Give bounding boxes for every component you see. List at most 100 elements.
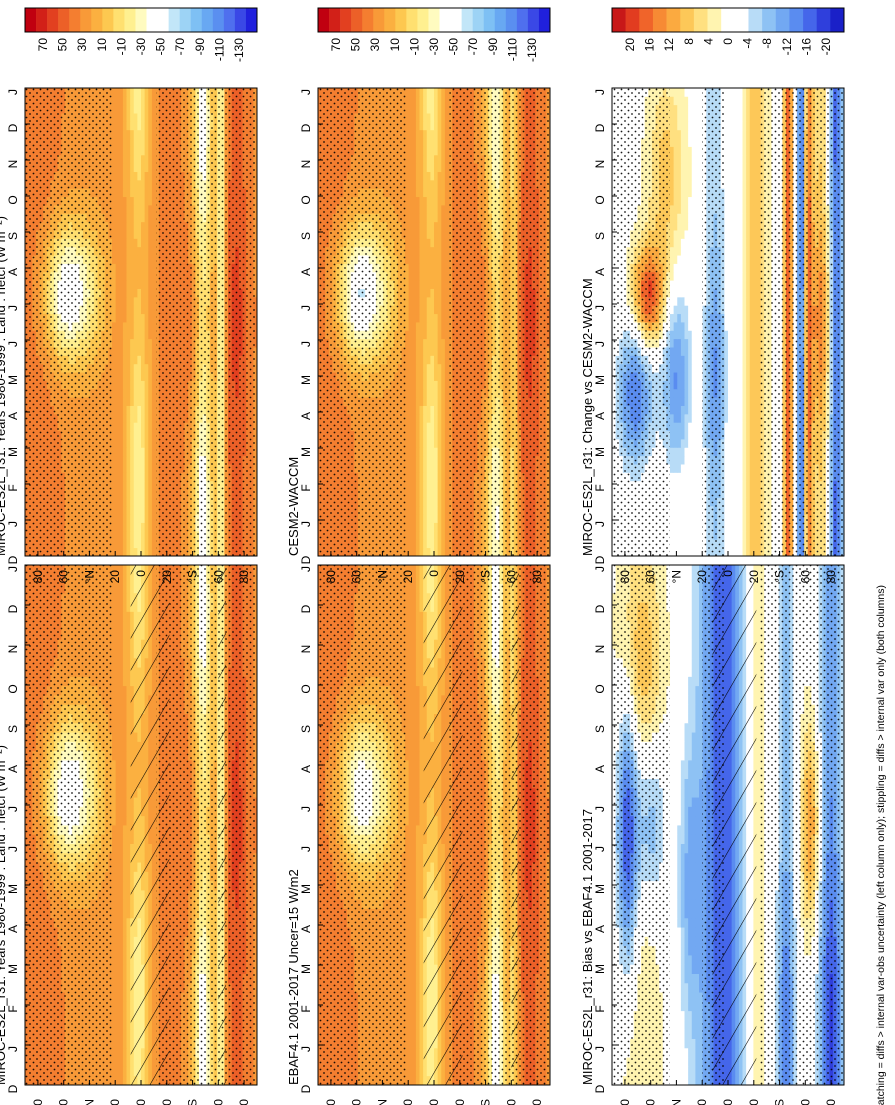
heatmap-cell xyxy=(119,815,124,826)
heatmap-cell xyxy=(141,439,146,448)
heatmap-cell xyxy=(115,843,120,854)
heatmap-cell xyxy=(122,880,127,891)
heatmap-cell xyxy=(119,992,124,1002)
heatmap-cell xyxy=(137,464,142,473)
heatmap-cell xyxy=(112,388,117,398)
lat-label: 0 xyxy=(134,1099,148,1105)
heatmap-cell xyxy=(133,447,138,457)
lat-label: 60 xyxy=(57,1099,71,1105)
heatmap-cell xyxy=(122,973,127,984)
heatmap-cell xyxy=(122,945,127,956)
heatmap-cell xyxy=(115,815,120,826)
heatmap-cell xyxy=(112,405,117,415)
heatmap-cell xyxy=(126,750,131,761)
heatmap-cell xyxy=(119,713,124,724)
lat-label: 20 xyxy=(160,1099,174,1105)
heatmap-cell xyxy=(119,439,124,448)
heatmap-cell xyxy=(112,927,117,937)
heatmap-cell xyxy=(122,530,127,540)
heatmap-cell xyxy=(115,455,120,465)
heatmap-cell xyxy=(115,497,120,507)
heatmap-cell xyxy=(148,430,153,440)
heatmap-cell xyxy=(151,455,156,465)
heatmap-cell xyxy=(115,405,120,415)
heatmap-cell xyxy=(126,489,131,498)
heatmap-cell xyxy=(126,695,131,705)
heatmap-cell xyxy=(126,732,131,742)
heatmap-cell xyxy=(122,695,127,705)
heatmap-cell xyxy=(137,489,142,498)
heatmap-cell xyxy=(126,722,131,733)
heatmap-cell xyxy=(151,413,156,423)
heatmap-cell xyxy=(126,464,131,473)
heatmap-cell xyxy=(148,472,153,482)
heatmap-cell xyxy=(130,464,135,473)
heatmap-cell xyxy=(137,522,142,532)
heatmap-cell xyxy=(133,405,138,415)
heatmap-cell xyxy=(126,890,131,900)
heatmap-cell xyxy=(141,530,146,540)
heatmap-cell xyxy=(126,862,131,872)
heatmap-cell xyxy=(148,439,153,448)
heatmap-cell xyxy=(112,945,117,956)
heatmap-cell xyxy=(112,430,117,440)
heatmap-cell xyxy=(115,704,120,714)
heatmap-cell xyxy=(119,778,124,789)
heatmap-cell xyxy=(122,388,127,398)
heatmap-cell xyxy=(137,405,142,415)
heatmap-cell xyxy=(119,695,124,705)
heatmap-cell xyxy=(137,388,142,398)
heatmap-cell xyxy=(115,480,120,490)
heatmap-cell xyxy=(122,750,127,761)
heatmap-cell xyxy=(126,797,131,807)
heatmap-cell xyxy=(126,574,131,584)
heatmap-cell xyxy=(115,899,120,909)
heatmap-cell xyxy=(115,514,120,523)
heatmap-cell xyxy=(141,522,146,532)
heatmap-cell xyxy=(122,722,127,733)
heatmap-cell xyxy=(115,695,120,705)
heatmap-cell xyxy=(122,1001,127,1012)
heatmap-cell xyxy=(119,1057,124,1067)
heatmap-cell xyxy=(115,422,120,432)
heatmap-cell xyxy=(122,1020,127,1030)
heatmap-cell xyxy=(122,955,127,965)
heatmap-cell xyxy=(112,741,117,752)
heatmap-cell xyxy=(126,676,131,687)
heatmap-cell xyxy=(122,514,127,523)
heatmap-cell xyxy=(126,1020,131,1030)
heatmap-cell xyxy=(119,611,124,622)
heatmap-cell xyxy=(122,464,127,473)
heatmap-cell xyxy=(133,505,138,515)
heatmap-cell xyxy=(122,565,127,575)
heatmap-cell xyxy=(115,880,120,891)
heatmap-cell xyxy=(119,750,124,761)
heatmap-cell xyxy=(122,760,127,770)
heatmap-cell xyxy=(144,388,149,398)
heatmap-cell xyxy=(119,1001,124,1012)
heatmap-cell xyxy=(151,530,156,540)
heatmap-cell xyxy=(126,815,131,826)
heatmap-cell xyxy=(133,455,138,465)
heatmap-cell xyxy=(119,413,124,423)
heatmap-cell xyxy=(115,1020,120,1030)
heatmap-cell xyxy=(115,657,120,668)
heatmap-cell xyxy=(122,422,127,432)
heatmap-cell xyxy=(126,1066,131,1077)
heatmap-cell xyxy=(115,760,120,770)
heatmap-cell xyxy=(126,472,131,482)
heatmap-cell xyxy=(141,489,146,498)
heatmap-cell xyxy=(122,539,127,549)
heatmap-cell xyxy=(126,741,131,752)
heatmap-cell xyxy=(126,480,131,490)
heatmap-cell xyxy=(130,489,135,498)
heatmap-cell xyxy=(115,530,120,540)
heatmap-cell xyxy=(122,797,127,807)
heatmap-cell xyxy=(126,843,131,854)
heatmap-cell xyxy=(144,380,149,390)
heatmap-cell xyxy=(115,862,120,872)
heatmap-cell xyxy=(122,648,127,659)
heatmap-cell xyxy=(119,667,124,677)
heatmap-cell xyxy=(126,530,131,540)
